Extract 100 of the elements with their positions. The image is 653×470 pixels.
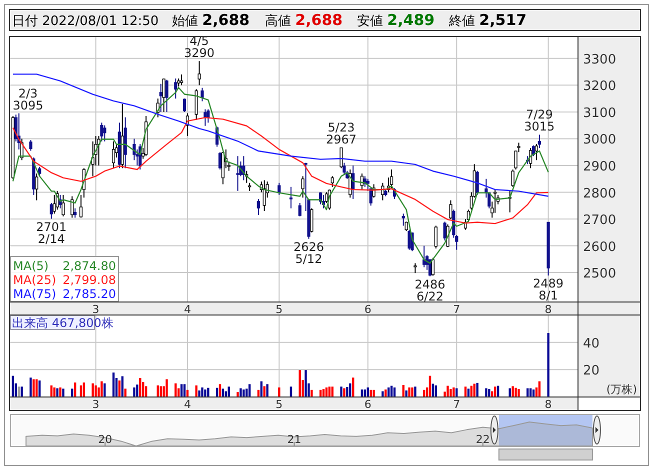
y-tick-label: 3100 — [583, 106, 616, 121]
x-tick-label: 3 — [92, 398, 100, 411]
bar — [242, 389, 245, 397]
bar — [450, 389, 452, 397]
bar — [485, 388, 488, 397]
x-tick-label: 5 — [276, 303, 283, 316]
y-axis-title: (万株) — [606, 383, 637, 396]
text: 高値 2,688 — [265, 11, 343, 29]
candlestick — [200, 87, 204, 102]
candlestick — [511, 169, 514, 188]
bar — [278, 387, 280, 397]
candlestick — [278, 182, 281, 196]
candlestick — [256, 198, 260, 216]
bar — [100, 381, 103, 397]
x-tick-label: 7 — [453, 398, 460, 411]
bar — [195, 385, 198, 397]
bar — [514, 388, 517, 397]
bar — [372, 390, 375, 397]
candlestick — [402, 213, 405, 226]
bar — [56, 388, 58, 397]
y-tick-label: 2800 — [583, 186, 616, 202]
candlestick — [52, 194, 56, 214]
candlestick — [298, 202, 302, 217]
bar — [343, 388, 346, 397]
annotation: 2701 2/14 — [36, 220, 67, 246]
x-tick-label: 4 — [184, 398, 191, 411]
candlestick — [534, 144, 538, 161]
candlestick — [301, 176, 304, 198]
text: MA(75) 2,785.20 — [13, 287, 116, 301]
candlestick — [159, 83, 162, 112]
bar — [166, 379, 168, 397]
y-tick-label: 2700 — [583, 213, 616, 228]
annotation: 2486 6/22 — [414, 277, 446, 304]
x-tick-label: 6 — [364, 398, 372, 411]
text: 始値 2,688 — [172, 11, 250, 29]
y-tick-label: 3300 — [583, 52, 616, 68]
candlestick — [100, 122, 104, 142]
bar — [382, 391, 384, 397]
annotation: 2626 5/12 — [293, 240, 324, 266]
y-tick-label: 3200 — [583, 79, 616, 94]
candlestick — [174, 78, 178, 100]
candlestick — [310, 208, 314, 233]
candlestick — [206, 108, 210, 124]
annotation: 2/3 3095 — [12, 86, 44, 112]
candlestick — [62, 194, 65, 217]
bar — [512, 386, 514, 397]
candlestick — [414, 262, 417, 274]
candlestick — [198, 60, 201, 86]
y-tick-label: 2600 — [583, 240, 616, 255]
candlestick — [194, 88, 198, 120]
bar — [240, 388, 242, 397]
x-tick-label: 8 — [544, 398, 552, 411]
candlestick — [340, 147, 343, 169]
candlestick — [103, 124, 106, 142]
text: 終値 2,517 — [448, 11, 527, 29]
bar — [446, 386, 449, 397]
bar — [346, 387, 348, 397]
bar — [266, 384, 268, 397]
candlestick — [236, 156, 240, 192]
candlestick — [180, 74, 184, 86]
bar — [198, 390, 200, 397]
candlestick — [35, 173, 38, 201]
bar — [201, 387, 204, 397]
candlestick — [29, 140, 32, 152]
bar — [340, 386, 342, 397]
bar — [20, 386, 23, 397]
candlestick — [330, 176, 334, 188]
candlestick — [434, 225, 438, 249]
y-tick-label: 40 — [583, 336, 600, 352]
bar — [547, 333, 550, 397]
candlestick — [408, 229, 411, 250]
bar — [370, 390, 372, 397]
bar — [408, 387, 410, 397]
bar — [452, 387, 455, 397]
candlestick — [218, 152, 222, 170]
bar — [36, 379, 38, 397]
x-tick-label: 3 — [92, 303, 100, 316]
bar — [62, 388, 64, 397]
bar — [121, 376, 124, 397]
bar — [488, 389, 490, 397]
x-tick-label: 5 — [276, 398, 283, 411]
annotation: 7/29 3015 — [524, 108, 555, 134]
candlestick — [538, 134, 541, 149]
bar — [304, 370, 307, 397]
x-tick-label: 21 — [287, 433, 302, 446]
bar — [414, 386, 416, 397]
bar — [476, 382, 478, 397]
bar — [136, 384, 138, 397]
bar — [92, 383, 94, 397]
candlestick — [381, 182, 384, 201]
bar — [204, 389, 206, 397]
candlestick — [79, 194, 83, 218]
y-tick-label: 3000 — [583, 132, 616, 148]
candlestick — [404, 221, 408, 232]
bar — [518, 389, 520, 397]
x-tick-label: 7 — [453, 303, 460, 316]
bar — [133, 387, 136, 397]
text: MA(25) 2,799.08 — [13, 273, 116, 287]
candlestick — [112, 140, 116, 169]
candlestick — [494, 189, 497, 214]
